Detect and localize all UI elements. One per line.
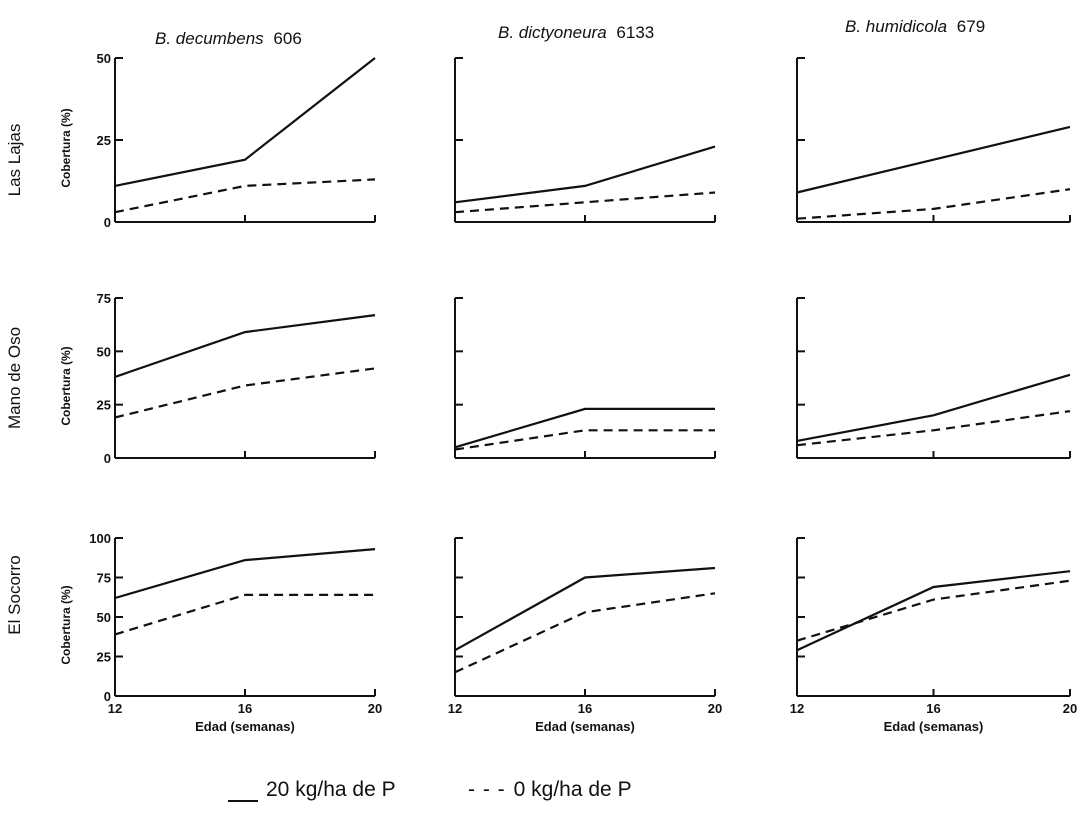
- panel-mano-de-oso-b-dictyoneura-6133: [454, 297, 716, 459]
- y-axis-label: Cobertura (%): [59, 346, 73, 425]
- series-line-20-kg-p: [796, 570, 1071, 652]
- column-title-accession: 6133: [616, 23, 654, 42]
- y-tick-label: 75: [97, 291, 111, 306]
- series-line-20-kg-p: [114, 314, 376, 378]
- column-title-species: B. dictyoneura: [498, 23, 607, 42]
- x-tick-label: 12: [108, 701, 122, 716]
- column-title-dictyoneura: B. dictyoneura 6133: [498, 23, 654, 42]
- x-axis-label: Edad (semanas): [884, 719, 984, 734]
- series-line-0-kg-p: [796, 188, 1071, 220]
- row-label-mano-de-oso: Mano de Oso: [5, 327, 24, 429]
- series-line-0-kg-p: [454, 191, 716, 214]
- column-title-accession: 679: [957, 17, 985, 36]
- y-tick-label: 25: [97, 398, 111, 413]
- legend-item-solid: 20 kg/ha de P: [228, 778, 396, 802]
- series-line-20-kg-p: [796, 373, 1071, 442]
- row-label-el-socorro: El Socorro: [5, 555, 24, 634]
- x-tick-label: 12: [790, 701, 804, 716]
- x-tick-label: 12: [448, 701, 462, 716]
- legend-item-dashed: - - - 0 kg/ha de P: [468, 778, 632, 802]
- series-line-0-kg-p: [796, 579, 1071, 642]
- series-line-20-kg-p: [454, 145, 716, 204]
- column-title-decumbens: B. decumbens 606: [155, 29, 302, 48]
- legend-solid-line-swatch: [228, 786, 258, 802]
- y-tick-label: 25: [97, 650, 111, 665]
- y-axis-label: Cobertura (%): [59, 108, 73, 187]
- y-tick-label: 50: [97, 344, 111, 359]
- legend: 20 kg/ha de P - - - 0 kg/ha de P: [228, 778, 848, 818]
- column-title-species: B. humidicola: [845, 17, 947, 36]
- legend-solid-label: 20 kg/ha de P: [266, 778, 396, 801]
- series-line-0-kg-p: [114, 593, 375, 636]
- row-label-las-lajas: Las Lajas: [5, 124, 24, 197]
- legend-dashed-line-swatch: - - -: [468, 778, 506, 801]
- x-tick-label: 20: [368, 701, 382, 716]
- series-line-0-kg-p: [114, 178, 376, 214]
- panel-las-lajas-b-dictyoneura-6133: [454, 57, 716, 223]
- y-tick-label: 100: [89, 531, 111, 546]
- column-title-humidicola: B. humidicola 679: [845, 17, 985, 36]
- series-line-20-kg-p: [454, 407, 715, 449]
- legend-dashed-label: 0 kg/ha de P: [513, 778, 632, 801]
- panel-las-lajas-b-decumbens-606: 0 25 50 Cobertura (%): [59, 51, 376, 230]
- series-line-0-kg-p: [114, 367, 376, 419]
- y-tick-label: 0: [104, 215, 111, 230]
- series-line-0-kg-p: [796, 410, 1071, 447]
- y-tick-label: 25: [97, 133, 111, 148]
- x-axis-label: Edad (semanas): [535, 719, 635, 734]
- x-tick-label: 20: [1063, 701, 1077, 716]
- y-axis-label: Cobertura (%): [59, 585, 73, 664]
- panel-el-socorro-b-decumbens-606: 0 25 50 75 100 12 16 20 Cobertura (%) Edad (seman…: [59, 531, 382, 734]
- y-tick-label: 50: [97, 610, 111, 625]
- y-tick-label: 50: [97, 51, 111, 66]
- x-tick-label: 16: [578, 701, 592, 716]
- series-line-0-kg-p: [454, 429, 715, 451]
- panel-mano-de-oso-b-humidicola-679: [796, 297, 1071, 459]
- column-title-accession: 606: [273, 29, 301, 48]
- series-line-20-kg-p: [114, 57, 376, 187]
- y-tick-label: 75: [97, 571, 111, 586]
- x-tick-label: 16: [926, 701, 940, 716]
- column-title-species: B. decumbens: [155, 29, 264, 48]
- y-tick-label: 0: [104, 689, 111, 704]
- panel-mano-de-oso-b-decumbens-606: 0 25 50 75 Cobertura (%): [59, 291, 376, 466]
- panel-el-socorro-b-dictyoneura-6133: 12 16 20 Edad (semanas): [448, 537, 722, 734]
- x-tick-label: 16: [238, 701, 252, 716]
- series-line-20-kg-p: [114, 548, 376, 600]
- panel-el-socorro-b-humidicola-679: 12 16 20 Edad (semanas): [790, 537, 1077, 734]
- y-tick-label: 0: [104, 451, 111, 466]
- series-line-0-kg-p: [454, 592, 716, 674]
- chart-panels: 0 25 50 Cobertura (%) 0 25 50 75 Cobertura (%) 0 2…: [59, 51, 1077, 734]
- x-tick-label: 20: [708, 701, 722, 716]
- x-axis-label: Edad (semanas): [195, 719, 295, 734]
- series-line-20-kg-p: [454, 566, 716, 652]
- series-line-20-kg-p: [796, 125, 1071, 194]
- panel-las-lajas-b-humidicola-679: [796, 57, 1071, 223]
